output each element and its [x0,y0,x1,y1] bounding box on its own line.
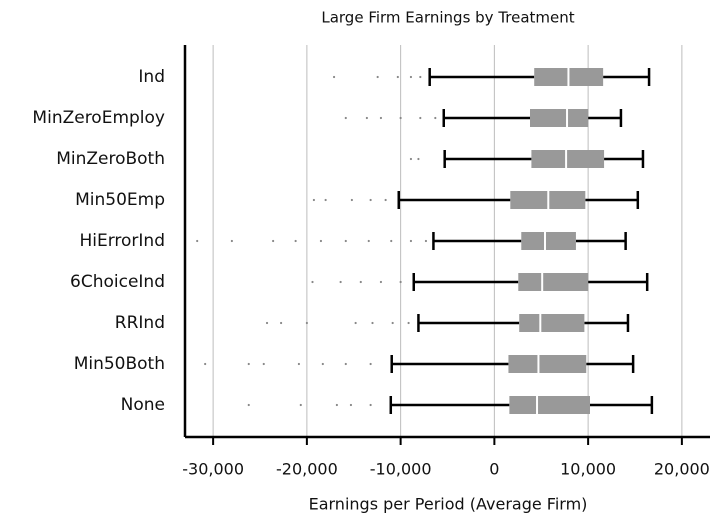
y-tick-label: 6ChoiceInd [70,272,165,292]
x-tick-label: -10,000 [370,460,432,479]
outlier [419,116,422,120]
box [519,314,585,332]
outlier [247,362,250,366]
outlier [369,198,372,202]
y-tick-label: Min50Both [74,354,165,374]
box [531,150,605,168]
outlier [367,239,370,243]
outlier [399,116,402,120]
outlier [196,239,199,243]
box [518,273,589,291]
outlier [344,239,347,243]
outlier [204,362,207,366]
x-tick-label: 20,000 [654,460,710,479]
x-axis-label: Earnings per Period (Average Firm) [309,495,588,514]
outlier [417,157,420,161]
outlier [409,239,413,243]
outlier [376,75,379,79]
outlier [434,116,437,120]
outlier [379,116,383,120]
outlier [272,239,275,243]
x-tick-label: -30,000 [182,460,244,479]
x-tick-label: 0 [489,460,499,479]
outlier [294,239,297,243]
outlier [344,362,347,366]
y-tick-label: MinZeroBoth [56,149,165,169]
outlier [332,75,336,79]
outlier [230,239,233,243]
outlier [359,280,362,284]
outlier [424,239,428,243]
outlier [369,403,372,407]
outlier [409,157,413,161]
y-tick-label: HiErrorInd [79,231,165,251]
box [508,355,587,373]
outlier [369,362,372,366]
outlier [350,198,353,202]
outlier [312,198,316,202]
outlier [371,321,374,325]
outlier [339,280,342,284]
outlier [399,280,402,284]
outlier [335,403,338,407]
outlier [419,75,422,79]
outlier [305,321,308,325]
outlier [391,321,394,325]
x-tick-label: -20,000 [276,460,338,479]
outlier [247,403,250,407]
outlier [265,321,269,325]
outlier [396,75,399,79]
x-tick-label: 10,000 [560,460,616,479]
outlier [297,362,301,366]
outlier [324,198,327,202]
outlier [262,362,265,366]
y-tick-label: Min50Emp [75,190,165,210]
chart-title: Large Firm Earnings by Treatment [321,9,574,27]
outlier [409,75,413,79]
outlier [349,403,353,407]
outlier [390,239,393,243]
outlier [407,321,410,325]
box [509,396,590,414]
outlier [279,321,283,325]
outlier [319,239,323,243]
outlier [379,280,383,284]
outlier [365,116,368,120]
outlier [344,116,347,120]
outlier [354,321,357,325]
y-tick-label: Ind [138,67,165,87]
y-tick-label: None [121,395,165,415]
box [530,109,589,127]
y-tick-label: RRInd [115,313,165,333]
y-tick-label: MinZeroEmploy [32,108,165,128]
outlier [299,403,302,407]
outlier [321,362,324,366]
box [521,232,576,250]
outlier [311,280,314,284]
outlier [384,198,387,202]
